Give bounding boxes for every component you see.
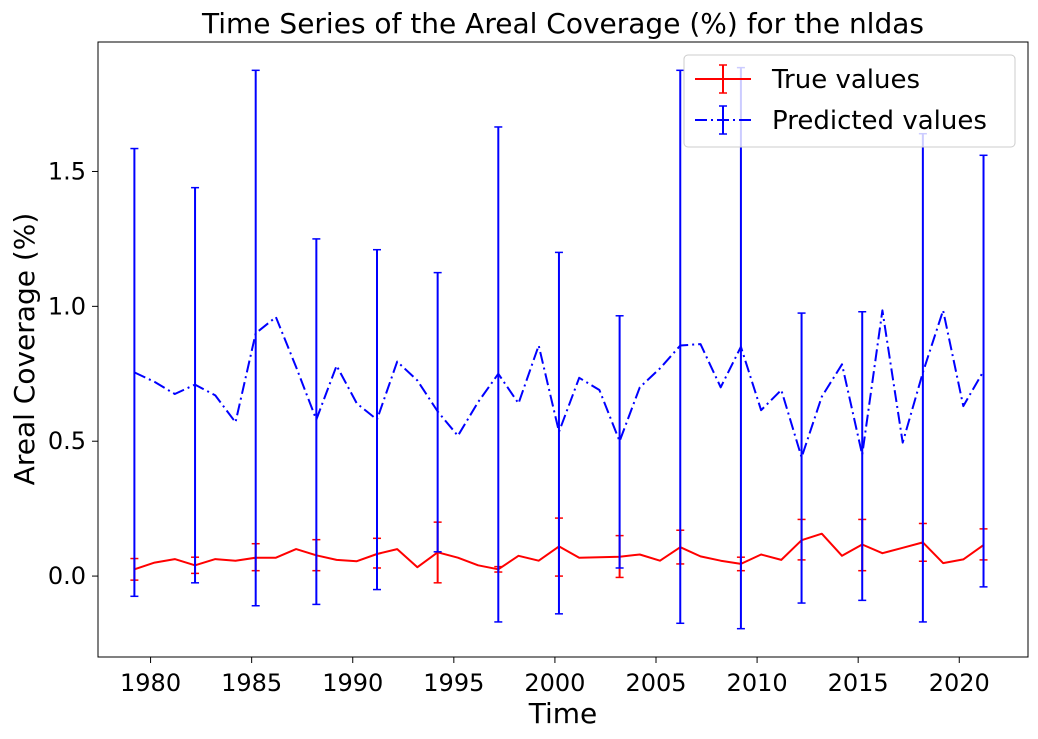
y-tick-label: 1.0 xyxy=(48,292,86,320)
legend-item: Predicted values xyxy=(695,105,987,136)
series-predicted-values xyxy=(130,66,988,630)
x-tick-label: 1985 xyxy=(221,669,282,697)
error-bar xyxy=(251,69,260,607)
legend-box xyxy=(683,54,1016,148)
error-bar xyxy=(312,238,321,606)
error-bar xyxy=(676,69,685,625)
error-bar xyxy=(918,132,927,623)
error-bar xyxy=(494,126,503,623)
error-bar xyxy=(433,271,442,553)
x-axis-title: Time xyxy=(528,697,598,730)
error-bar xyxy=(797,312,806,604)
plot-frame xyxy=(97,41,1029,658)
error-bar xyxy=(130,147,139,598)
series-layer xyxy=(130,66,988,630)
x-tick-label: 2010 xyxy=(727,669,788,697)
error-bar xyxy=(736,66,745,630)
legend-label: Predicted values xyxy=(772,106,987,136)
error-bar xyxy=(979,154,988,588)
y-axis-title: Areal Coverage (%) xyxy=(8,213,41,486)
legend-label: True values xyxy=(771,65,920,95)
y-tick-label: 1.5 xyxy=(48,157,86,185)
error-bar xyxy=(191,186,200,584)
x-tick-label: 1990 xyxy=(322,669,383,697)
x-tick-label: 2020 xyxy=(929,669,990,697)
y-axis: 0.0 0.5 1.0 1.5 xyxy=(48,157,98,590)
y-tick-label: 0.0 xyxy=(48,562,86,590)
x-tick-label: 1995 xyxy=(423,669,484,697)
x-tick-label: 2015 xyxy=(828,669,889,697)
x-axis: 1980 1985 1990 1995 2000 2005 2010 2015 2020 xyxy=(120,657,990,697)
error-bar xyxy=(554,251,563,615)
x-tick-label: 1980 xyxy=(120,669,181,697)
x-tick-label: 2000 xyxy=(524,669,585,697)
error-bar xyxy=(858,310,867,602)
series-line xyxy=(133,309,985,459)
chart-title: Time Series of the Areal Coverage (%) fo… xyxy=(201,7,924,40)
y-tick-label: 0.5 xyxy=(48,427,86,455)
legend: True values Predicted values xyxy=(683,54,1016,148)
error-bar xyxy=(615,315,624,569)
legend-item: True values xyxy=(695,64,920,95)
x-tick-label: 2005 xyxy=(625,669,686,697)
error-bar xyxy=(373,248,381,591)
